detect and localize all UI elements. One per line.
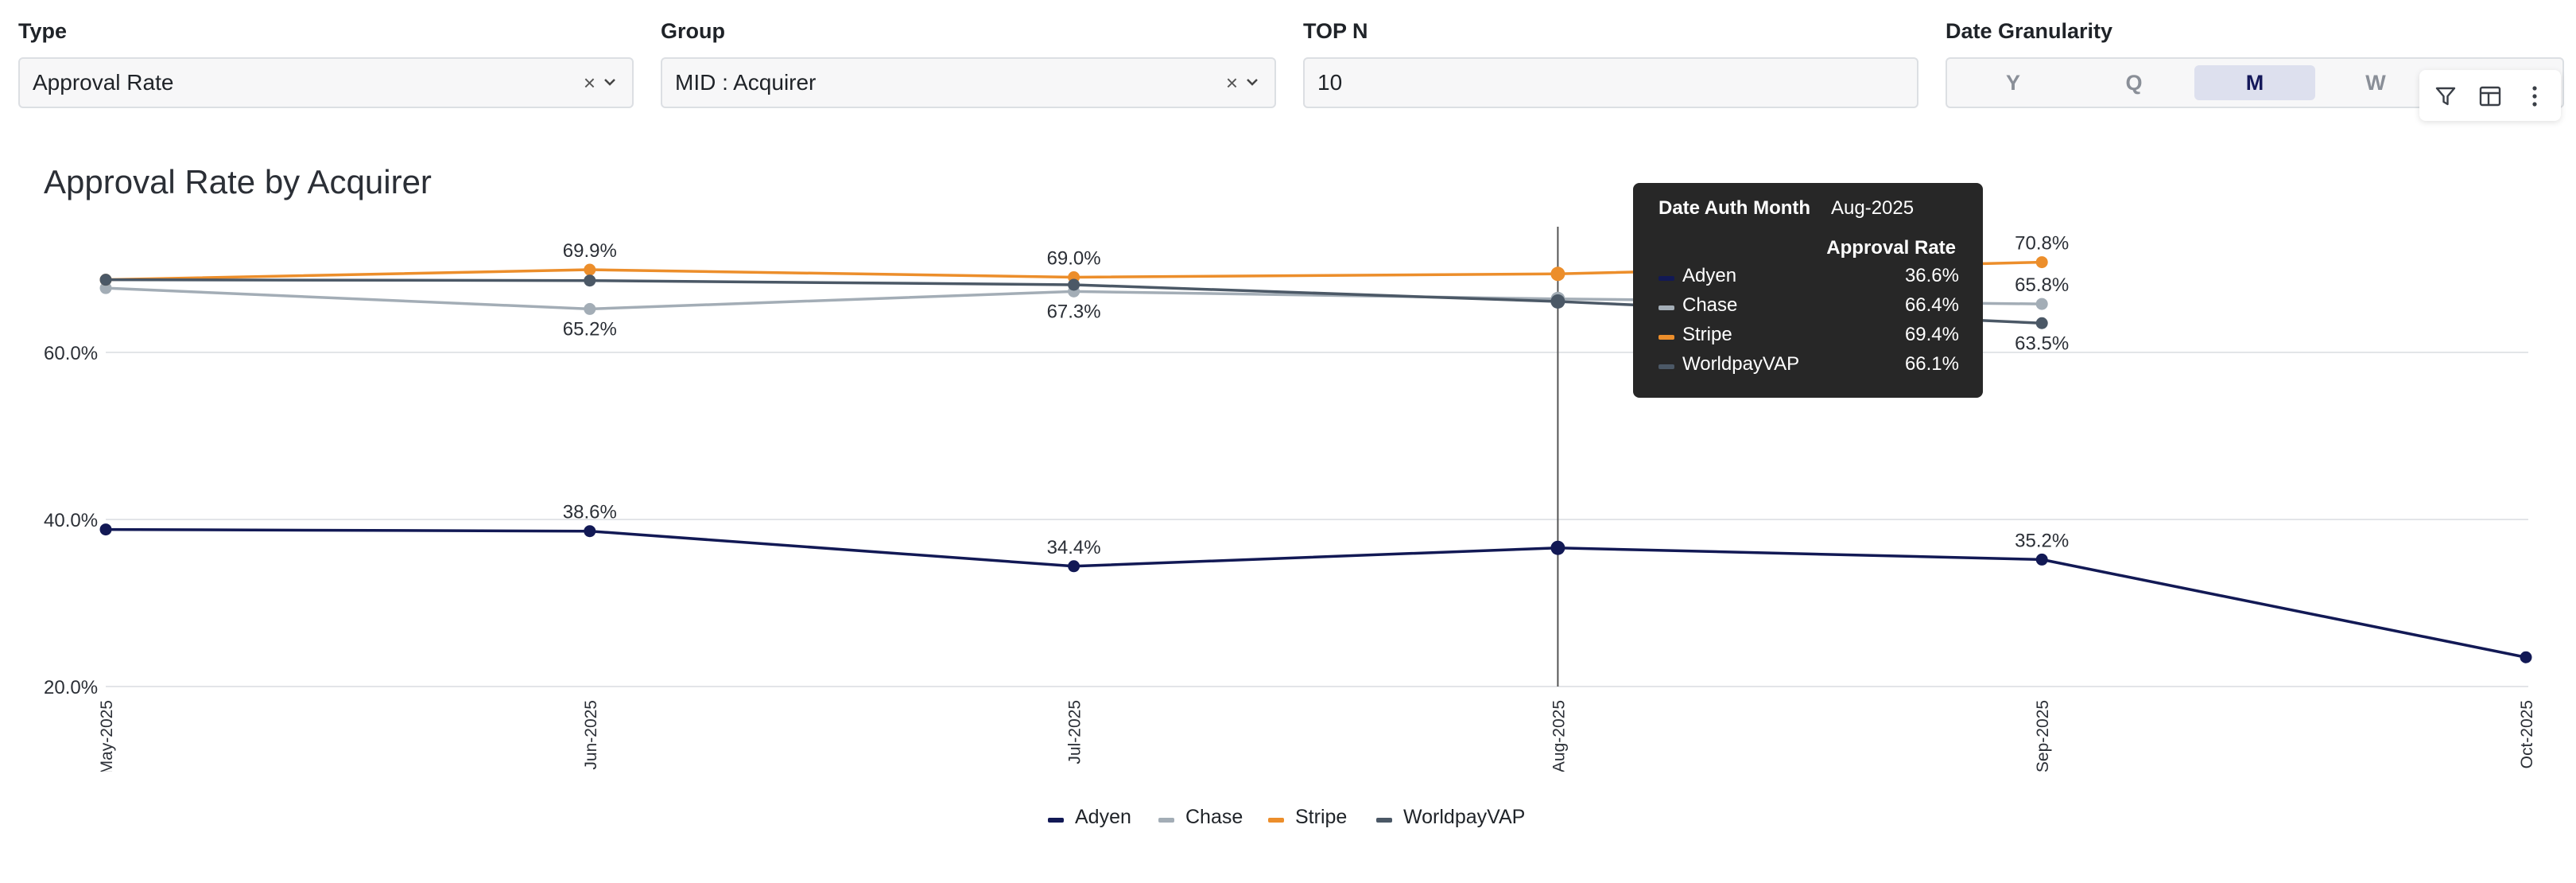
type-select[interactable]: Approval Rate × xyxy=(18,57,634,108)
legend-swatch xyxy=(1268,818,1284,823)
tooltip-row-worldpayvap: WorldpayVAP 66.1% xyxy=(1658,353,1959,380)
group-select-value: MID : Acquirer xyxy=(675,70,817,95)
topn-filter-label: TOP N xyxy=(1303,19,1368,43)
tooltip-header-label: Date Auth Month xyxy=(1658,197,1811,219)
data-label: 34.4% xyxy=(1047,537,1101,558)
legend-label: Adyen xyxy=(1075,806,1131,828)
series-line-adyen xyxy=(105,527,2527,659)
legend-label: Stripe xyxy=(1295,806,1348,828)
filter-icon[interactable] xyxy=(2432,83,2459,110)
y-tick-label: 40.0% xyxy=(44,510,98,531)
tooltip-column-header: Approval Rate xyxy=(1826,237,1956,259)
chart-legend: Adyen Chase Stripe WorldpayVAP xyxy=(0,806,2576,833)
tooltip-swatch xyxy=(1658,364,1674,369)
tooltip-row-value: 66.1% xyxy=(1904,353,1959,375)
data-label: 35.2% xyxy=(2015,530,2069,551)
data-point-worldpayvap xyxy=(1550,294,1565,309)
data-label: 65.2% xyxy=(563,318,617,340)
data-point-adyen xyxy=(1550,540,1565,555)
tooltip-header-value: Aug-2025 xyxy=(1831,197,1915,219)
tooltip-row-value: 69.4% xyxy=(1904,324,1959,345)
topn-input-value: 10 xyxy=(1317,70,1343,95)
chevron-down-icon[interactable] xyxy=(600,59,619,107)
data-point-worldpayvap xyxy=(99,274,112,286)
table-icon[interactable] xyxy=(2477,83,2504,110)
data-point-stripe xyxy=(2035,256,2048,269)
data-point-worldpayvap xyxy=(1068,278,1080,291)
type-filter-label: Type xyxy=(18,19,68,43)
data-label: 69.9% xyxy=(563,240,617,262)
data-label: 38.6% xyxy=(563,502,617,523)
group-select[interactable]: MID : Acquirer × xyxy=(661,57,1276,108)
group-filter-label: Group xyxy=(661,19,725,43)
group-filter: Group MID : Acquirer × xyxy=(661,18,1276,108)
tooltip-swatch xyxy=(1658,305,1674,310)
data-label: 69.0% xyxy=(1047,248,1101,270)
x-tick-label: Aug-2025 xyxy=(1550,700,1568,772)
tooltip-row-value: 36.6% xyxy=(1904,265,1959,286)
topn-filter: TOP N 10 xyxy=(1303,18,1918,108)
tooltip-row-name: Stripe xyxy=(1682,324,1732,345)
data-label: 65.8% xyxy=(2015,274,2069,296)
y-tick-label: 60.0% xyxy=(44,343,98,364)
data-point-worldpayvap xyxy=(2035,317,2048,329)
tooltip-swatch xyxy=(1658,276,1674,281)
granularity-month-button[interactable]: M xyxy=(2194,65,2315,100)
line-chart: 20.0% 40.0% 60.0% May-2025 Jun-2025 Jul-2025 A… xyxy=(44,227,2536,772)
data-point-chase xyxy=(99,282,112,294)
data-point-adyen xyxy=(2520,651,2532,663)
granularity-quarter-button[interactable]: Q xyxy=(2125,71,2143,95)
data-point-chase xyxy=(2035,298,2048,310)
chart-toolbar xyxy=(2419,70,2561,121)
data-point-stripe xyxy=(584,263,596,276)
granularity-week-button[interactable]: W xyxy=(2365,71,2386,95)
data-point-adyen xyxy=(584,525,596,538)
x-tick-label: Jul-2025 xyxy=(1066,700,1084,764)
type-clear-icon[interactable]: × xyxy=(583,71,596,95)
granularity-year-button[interactable]: Y xyxy=(2005,71,2020,95)
data-point-adyen xyxy=(1068,560,1080,573)
tooltip-row-stripe: Stripe 69.4% xyxy=(1658,324,1959,351)
data-point-chase xyxy=(584,302,596,315)
granularity-filter-label: Date Granularity xyxy=(1946,19,2113,43)
data-point-stripe xyxy=(1550,266,1565,282)
tooltip-row-chase: Chase 66.4% xyxy=(1658,294,1959,321)
chart-title: Approval Rate by Acquirer xyxy=(44,163,432,200)
granularity-filter: Date Granularity Y Q M W xyxy=(1946,18,2564,108)
x-tick-label: May-2025 xyxy=(98,700,116,772)
legend-swatch xyxy=(1376,818,1392,823)
legend-swatch xyxy=(1158,818,1174,823)
x-tick-label: Sep-2025 xyxy=(2034,700,2052,772)
x-tick-label: Jun-2025 xyxy=(582,700,600,770)
x-tick-label: Oct-2025 xyxy=(2518,700,2536,768)
chart-tooltip: Date Auth Month Aug-2025 Approval Rate A… xyxy=(1633,183,1983,398)
tooltip-row-name: Adyen xyxy=(1682,265,1737,286)
topn-input[interactable]: 10 xyxy=(1303,57,1918,108)
data-label: 70.8% xyxy=(2015,233,2069,255)
data-label: 67.3% xyxy=(1047,301,1101,322)
data-point-adyen xyxy=(2035,553,2048,566)
chevron-down-icon[interactable] xyxy=(1243,59,1262,107)
type-filter: Type Approval Rate × xyxy=(18,18,634,108)
data-point-worldpayvap xyxy=(584,274,596,287)
legend-label: Chase xyxy=(1185,806,1243,828)
tooltip-row-name: Chase xyxy=(1682,294,1738,316)
data-point-adyen xyxy=(99,523,112,536)
more-icon[interactable] xyxy=(2521,83,2548,110)
data-label: 63.5% xyxy=(2015,333,2069,354)
legend-swatch xyxy=(1048,818,1064,823)
tooltip-row-adyen: Adyen 36.6% xyxy=(1658,265,1959,292)
tooltip-row-value: 66.4% xyxy=(1904,294,1959,316)
tooltip-row-name: WorldpayVAP xyxy=(1682,353,1800,375)
legend-label: WorldpayVAP xyxy=(1403,806,1526,828)
y-tick-label: 20.0% xyxy=(44,677,98,698)
type-select-value: Approval Rate xyxy=(33,70,174,95)
tooltip-swatch xyxy=(1658,335,1674,340)
group-clear-icon[interactable]: × xyxy=(1225,71,1238,95)
